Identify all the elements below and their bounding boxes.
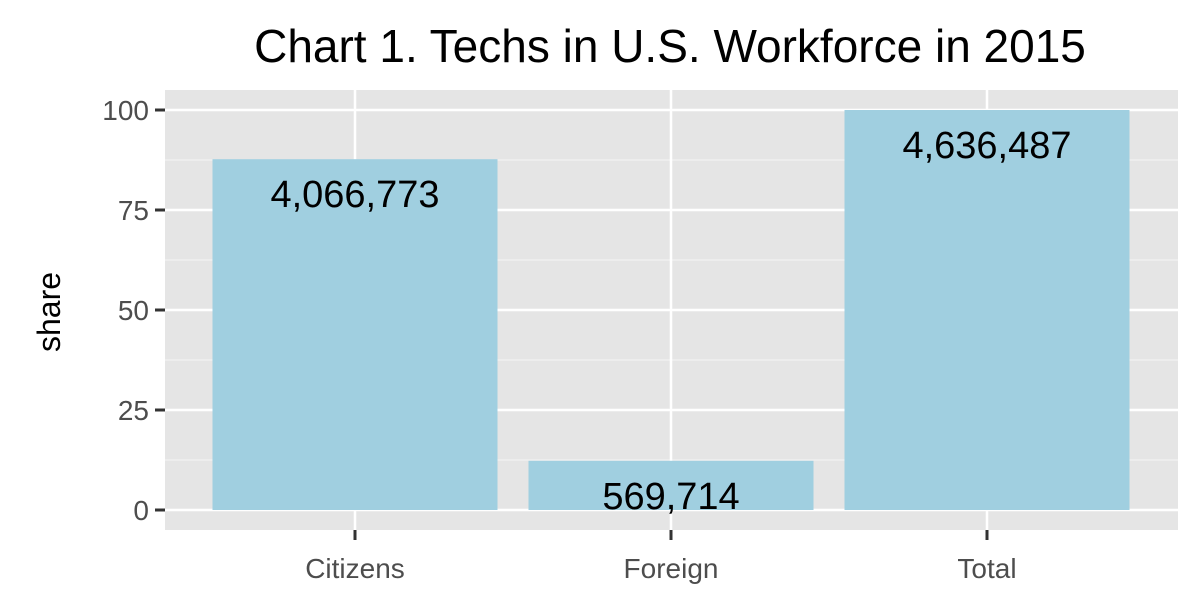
y-tick-label: 100 — [102, 95, 149, 126]
y-tick-label: 75 — [118, 195, 149, 226]
data-label-total: 4,636,487 — [902, 125, 1071, 167]
data-labels: 4,066,773 569,714 4,636,487 — [270, 125, 1071, 518]
x-tick-label: Foreign — [624, 553, 719, 584]
axes: 0 25 50 75 100 Citizens Foreign Total — [102, 95, 1016, 584]
chart-title: Chart 1. Techs in U.S. Workforce in 2015 — [254, 20, 1086, 72]
x-tick-label: Total — [957, 553, 1016, 584]
y-tick-label: 25 — [118, 395, 149, 426]
y-axis-label: share — [31, 272, 67, 352]
y-tick-label: 50 — [118, 295, 149, 326]
bar-foreign — [528, 460, 814, 510]
x-tick-label: Citizens — [305, 553, 405, 584]
y-tick-label: 0 — [133, 495, 149, 526]
bar-total — [844, 110, 1130, 510]
data-label-foreign: 569,714 — [602, 476, 739, 518]
bars — [212, 110, 1130, 510]
bar-citizens — [212, 159, 498, 510]
data-label-citizens: 4,066,773 — [270, 174, 439, 216]
